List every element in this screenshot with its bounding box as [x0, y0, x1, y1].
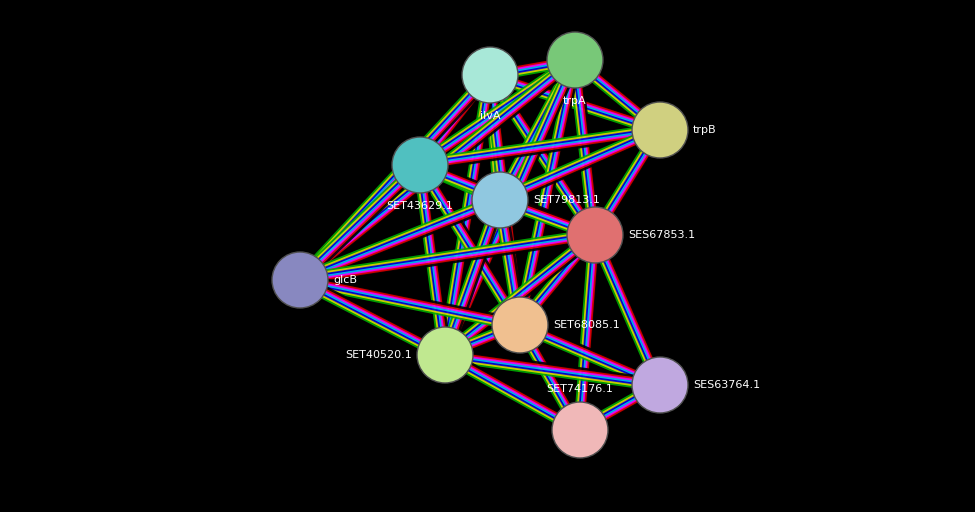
Text: SES67853.1: SES67853.1 [628, 230, 695, 240]
Circle shape [632, 102, 688, 158]
Circle shape [552, 402, 608, 458]
Text: trpA: trpA [564, 96, 587, 106]
Circle shape [472, 172, 528, 228]
Circle shape [632, 357, 688, 413]
Text: SET79813.1: SET79813.1 [533, 195, 600, 205]
Text: ilvA: ilvA [480, 111, 500, 121]
Text: trpB: trpB [693, 125, 717, 135]
Circle shape [492, 297, 548, 353]
Text: glcB: glcB [333, 275, 357, 285]
Circle shape [392, 137, 448, 193]
Text: SET43629.1: SET43629.1 [386, 201, 453, 211]
Circle shape [462, 47, 518, 103]
Text: SET74176.1: SET74176.1 [547, 384, 613, 394]
Text: SES63764.1: SES63764.1 [693, 380, 761, 390]
Text: SET40520.1: SET40520.1 [345, 350, 412, 360]
Text: SET68085.1: SET68085.1 [553, 320, 620, 330]
Circle shape [417, 327, 473, 383]
Circle shape [567, 207, 623, 263]
Circle shape [547, 32, 603, 88]
Circle shape [272, 252, 328, 308]
